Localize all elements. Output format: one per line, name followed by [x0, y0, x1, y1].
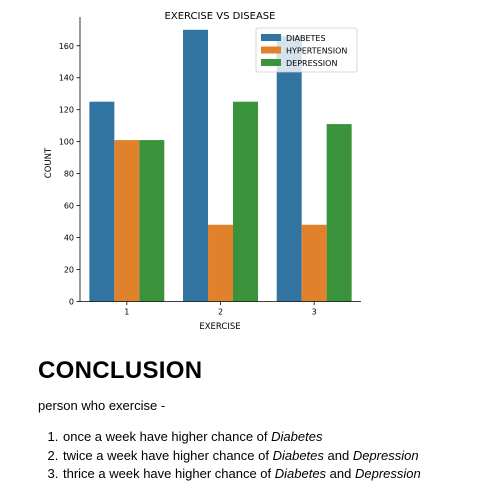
bar [301, 224, 327, 302]
x-tick-label: 1 [124, 308, 129, 317]
bar [232, 101, 258, 302]
y-ticks: 0 20 40 60 80 100 120 140 160 [59, 42, 80, 307]
conclusion-list: once a week have higher chance of Diabet… [38, 428, 421, 484]
disease-name: Diabetes [271, 429, 323, 444]
legend-frame [255, 27, 358, 73]
list-item-text: twice a week have higher chance of [63, 447, 273, 463]
y-tick-label: 20 [64, 266, 74, 275]
conclusion-heading: CONCLUSION [38, 357, 203, 384]
bar [139, 140, 165, 302]
legend-swatch [261, 59, 281, 66]
bar [183, 29, 209, 302]
x-tick-label: 3 [312, 308, 317, 317]
x-axis-label: EXERCISE [199, 322, 240, 332]
legend-label: DEPRESSION [286, 59, 337, 68]
bar [114, 140, 140, 302]
bar [276, 36, 302, 302]
list-item: twice a week have higher chance of Diabe… [62, 447, 421, 466]
y-tick-label: 100 [59, 138, 74, 147]
chart-title: EXERCISE VS DISEASE [165, 11, 276, 22]
disease-name: Diabetes [272, 447, 324, 463]
bar [208, 224, 233, 302]
x-ticks: 1 2 3 [124, 301, 317, 317]
disease-name: Depression [354, 466, 421, 481]
list-item: once a week have higher chance of Diabet… [62, 428, 421, 447]
list-item-joiner: and [326, 466, 355, 481]
y-tick-label: 0 [69, 298, 74, 307]
list-item-joiner: and [323, 447, 353, 463]
y-tick-label: 160 [59, 42, 74, 51]
list-item: thrice a week have higher chance of Diab… [62, 465, 421, 484]
legend-label: HYPERTENSION [286, 47, 347, 56]
y-tick-label: 140 [59, 74, 74, 83]
bar [89, 101, 115, 302]
legend: DIABETES HYPERTENSION DEPRESSION [255, 27, 358, 73]
legend-label: DIABETES [286, 34, 326, 43]
legend-swatch [261, 34, 281, 41]
y-tick-label: 80 [64, 170, 74, 179]
disease-name: Diabetes [274, 466, 327, 481]
list-item-text: thrice a week have higher chance of [63, 466, 275, 481]
x-tick-label: 2 [218, 308, 223, 317]
y-tick-label: 40 [64, 234, 74, 243]
conclusion-intro: person who exercise - [38, 398, 166, 413]
bar [326, 124, 352, 302]
y-tick-label: 120 [59, 106, 74, 115]
bar-chart: EXERCISE VS DISEASE 0 20 40 60 80 100 120 140 16… [44, 11, 361, 332]
legend-swatch [261, 46, 281, 54]
list-item-text: once a week have higher chance of [63, 429, 272, 444]
bars [89, 29, 352, 302]
y-axis-label: COUNT [44, 147, 54, 178]
y-tick-label: 60 [64, 202, 74, 211]
disease-name: Depression [352, 447, 419, 463]
